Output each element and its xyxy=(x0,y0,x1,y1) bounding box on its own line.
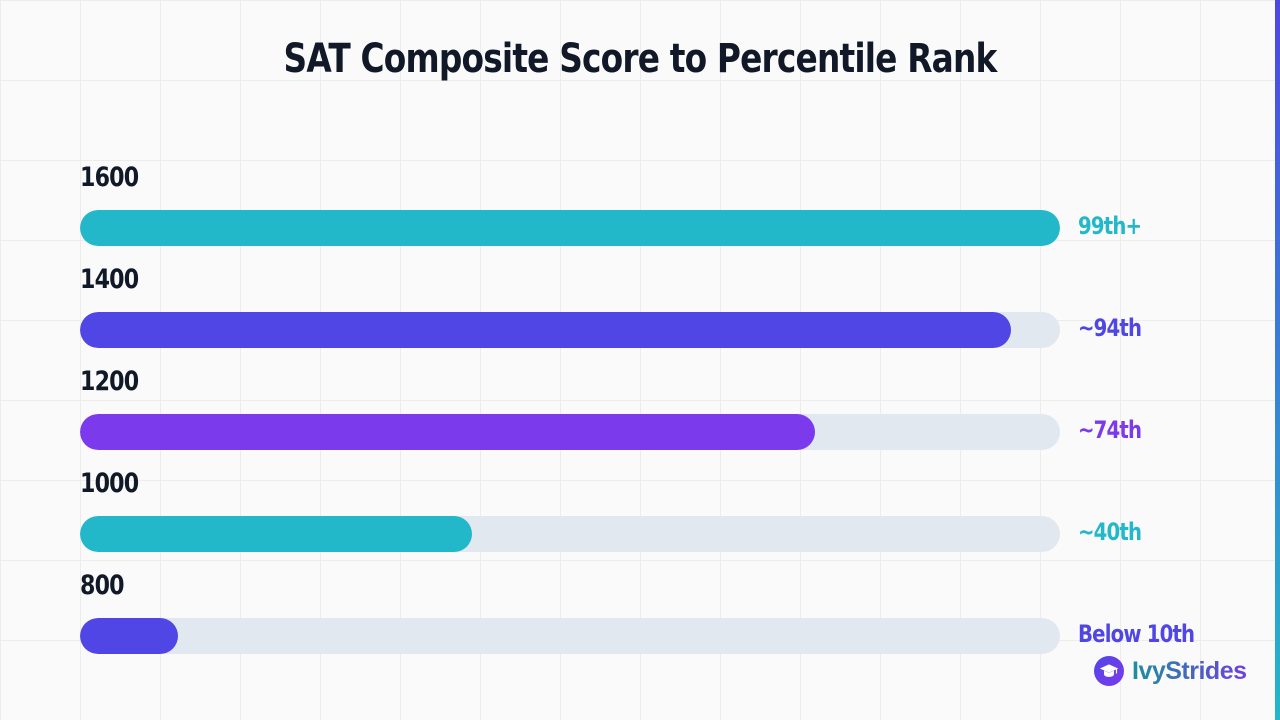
bar-track xyxy=(80,618,1060,654)
bar-row: 1400 ~94th xyxy=(80,264,1260,354)
bar-track xyxy=(80,414,1060,450)
brand-name: IvyStrides xyxy=(1132,656,1247,685)
bar-row: 1200 ~74th xyxy=(80,366,1260,456)
score-label: 800 xyxy=(80,570,125,601)
bar-row: 1000 ~40th xyxy=(80,468,1260,558)
percentile-label: ~40th xyxy=(1078,518,1142,546)
score-label: 1400 xyxy=(80,264,139,295)
bar-row: 800 Below 10th xyxy=(80,570,1260,660)
bar xyxy=(80,516,472,552)
bar xyxy=(80,414,815,450)
percentile-label: Below 10th xyxy=(1078,620,1195,648)
percentile-label: ~94th xyxy=(1078,314,1142,342)
score-label: 1000 xyxy=(80,468,139,499)
percentile-label: 99th+ xyxy=(1078,212,1142,240)
brand-watermark: IvyStrides xyxy=(1094,655,1247,687)
score-label: 1600 xyxy=(80,162,139,193)
bar-track xyxy=(80,312,1060,348)
bar xyxy=(80,618,178,654)
score-label: 1200 xyxy=(80,366,139,397)
chart-title: SAT Composite Score to Percentile Rank xyxy=(283,36,998,82)
bar-row: 1600 99th+ xyxy=(80,162,1260,252)
bar xyxy=(80,210,1060,246)
bar xyxy=(80,312,1011,348)
bar-track xyxy=(80,210,1060,246)
bar-track xyxy=(80,516,1060,552)
percentile-label: ~74th xyxy=(1078,416,1142,444)
accent-edge xyxy=(1275,0,1280,720)
graduation-cap-icon xyxy=(1094,656,1124,686)
